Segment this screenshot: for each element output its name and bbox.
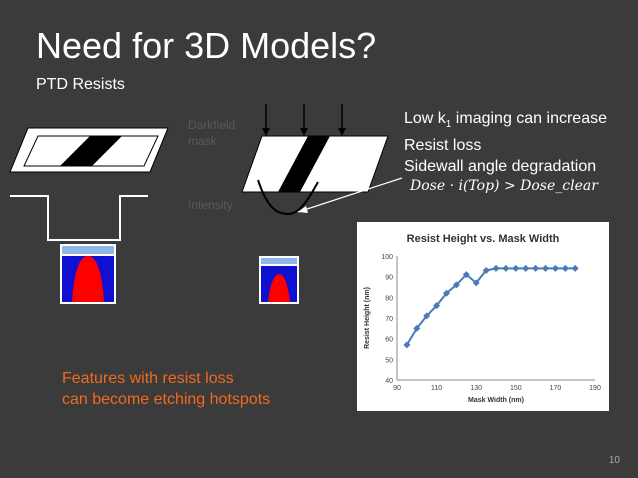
x-tick-label: 110 — [431, 385, 442, 392]
bullet-text: Low k1 imaging can increase Resist loss … — [404, 108, 607, 177]
page-number: 10 — [608, 455, 620, 466]
bullet-line3: Sidewall angle degradation — [404, 158, 597, 176]
intensity-curve — [257, 179, 319, 216]
x-tick-label: 170 — [550, 385, 562, 392]
hotspot-line2: can become etching hotspots — [62, 391, 271, 408]
bullet-line1: Low k1 imaging can increase — [404, 108, 607, 135]
bullet-line2: Resist loss — [404, 137, 482, 155]
intensity-label: Intensity — [188, 198, 233, 212]
y-axis-label: Resist Height (nm) — [364, 287, 371, 349]
y-tick-label: 60 — [385, 337, 393, 344]
resist-height-chart: Resist Height vs. Mask Width 40 50 60 70 80 90… — [364, 233, 601, 404]
data-point — [462, 271, 470, 279]
dose-formula: Dose · i(Top) > Dose_clear — [410, 178, 598, 194]
x-tick-label: 190 — [589, 385, 601, 392]
data-point — [433, 302, 441, 310]
darkfield-label-line1: Darkfield — [188, 118, 236, 132]
slide-title: Need for 3D Models? — [36, 25, 377, 66]
data-point — [532, 264, 540, 272]
hotspot-line1: Features with resist loss — [62, 370, 234, 387]
x-tick-label: 150 — [510, 385, 522, 392]
data-point — [472, 279, 480, 287]
data-point — [561, 264, 569, 272]
darkfield-label: Darkfield mask — [188, 117, 235, 149]
data-point — [452, 281, 460, 289]
left-mask-figure — [9, 127, 169, 173]
chart-title: Resist Height vs. Mask Width — [407, 233, 560, 245]
left-resist-profile — [60, 244, 116, 304]
y-tick-label: 70 — [385, 316, 393, 323]
data-point — [443, 289, 450, 297]
y-tick-label: 80 — [385, 295, 393, 302]
y-tick-label: 50 — [385, 357, 393, 364]
data-point — [542, 264, 549, 272]
left-profile-line — [10, 195, 148, 241]
darkfield-label-line2: mask — [188, 134, 217, 148]
bullet-line1-b: imaging can increase — [451, 110, 607, 127]
bullet-line1-sub: 1 — [445, 119, 452, 131]
data-point — [403, 341, 411, 349]
y-tick-label: 40 — [385, 378, 393, 385]
data-point — [492, 264, 500, 272]
center-resist-profile — [259, 256, 299, 304]
pointer-arrow — [297, 177, 403, 213]
y-tick-label: 90 — [385, 275, 393, 282]
x-tick-label: 130 — [470, 385, 482, 392]
x-axis-label: Mask Width (nm) — [468, 397, 524, 404]
slide-subtitle: PTD Resists — [36, 76, 125, 93]
chart-panel: Resist Height vs. Mask Width 40 50 60 70 80 90… — [357, 222, 609, 411]
data-point — [522, 264, 530, 272]
hotspot-text: Features with resist loss can become etc… — [62, 368, 270, 410]
bullet-line1-a: Low k — [404, 110, 446, 127]
darkfield-mask-figure — [241, 104, 389, 193]
data-point — [482, 266, 490, 274]
data-point — [571, 264, 579, 272]
data-point — [512, 264, 520, 272]
data-point — [413, 324, 421, 332]
y-tick-label: 100 — [381, 254, 393, 261]
data-point — [423, 312, 431, 320]
x-tick-label: 90 — [393, 385, 401, 392]
data-point — [502, 264, 510, 272]
data-point — [551, 264, 559, 272]
series-line — [406, 267, 576, 346]
